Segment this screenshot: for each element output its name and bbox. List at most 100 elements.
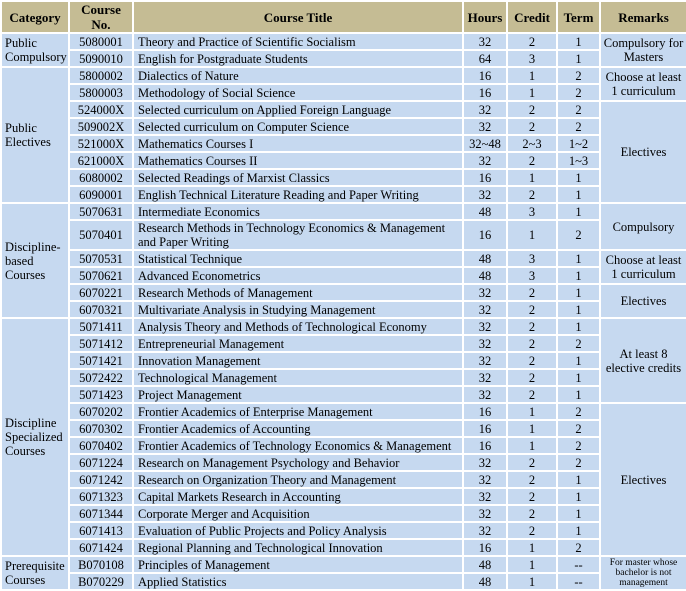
cell-hours: 16 (462, 436, 508, 455)
cell-credit: 3 (506, 249, 558, 268)
header-credit: Credit (506, 0, 558, 34)
cell-credit: 2 (506, 283, 558, 302)
header-remarks: Remarks (599, 0, 686, 34)
table-row: Discipline-based Courses 5070631 Intermedi… (0, 202, 686, 319)
cell-hours: 32 (462, 470, 508, 489)
table-row: 5800003 Methodology of Social Science 16 1 2 (1, 83, 686, 102)
cell-course-no: B070229 (68, 572, 134, 591)
cell-credit: 1 (506, 436, 558, 455)
cell-course-no: 6090001 (68, 185, 134, 204)
cell-remarks: Electives (599, 402, 686, 557)
cell-credit: 2~3 (506, 134, 558, 153)
cell-credit: 2 (506, 32, 558, 51)
cell-course-title: Innovation Management (132, 351, 464, 370)
cell-course-title: Evaluation of Public Projects and Policy… (132, 521, 464, 540)
cell-course-title: Project Management (132, 385, 464, 404)
cell-course-no: 5800003 (68, 83, 134, 102)
cell-hours: 32 (462, 283, 508, 302)
cell-category: Discipline Specialized Courses (0, 317, 70, 557)
cell-course-no: 6080002 (68, 168, 134, 187)
cell-course-title: Entrepreneurial Management (132, 334, 464, 353)
cell-course-title: Frontier Academics of Accounting (132, 419, 464, 438)
cell-course-no: 6070302 (68, 419, 134, 438)
cell-course-no: 6070321 (68, 300, 134, 319)
cell-course-no: 509002X (68, 117, 134, 136)
cell-course-no: 5070631 (68, 202, 134, 221)
cell-term: 1 (556, 168, 601, 187)
cell-hours: 32 (462, 487, 508, 506)
cell-credit: 1 (506, 219, 558, 251)
cell-credit: 2 (506, 368, 558, 387)
cell-course-title: Principles of Management (132, 555, 464, 574)
cell-course-title: Research on Management Psychology and Be… (132, 453, 464, 472)
cell-course-no: 5090010 (68, 49, 134, 68)
cell-hours: 16 (462, 83, 508, 102)
cell-hours: 32 (462, 317, 508, 336)
table-row: 621000X Mathematics Courses II 32 2 1~3 (1, 151, 686, 170)
cell-credit: 1 (506, 83, 558, 102)
cell-course-title: Applied Statistics (132, 572, 464, 591)
table-row: Discipline Specialized Courses 5071411 Ana… (0, 317, 686, 557)
cell-term: 1 (556, 504, 601, 523)
cell-credit: 2 (506, 117, 558, 136)
cell-credit: 3 (506, 202, 558, 221)
cell-term: 2 (556, 334, 601, 353)
table-row: 6070321 Multivariate Analysis in Studying… (1, 300, 686, 319)
cell-course-no: 5080001 (68, 32, 134, 51)
cell-course-no: 6071424 (68, 538, 134, 557)
cell-term: 1 (556, 266, 601, 285)
cell-credit: 1 (506, 419, 558, 438)
cell-course-no: 5071412 (68, 334, 134, 353)
table-row: 5090010 English for Postgraduate Students… (1, 49, 686, 68)
cell-course-no: 6070402 (68, 436, 134, 455)
table-row: 521000X Mathematics Courses I 32~48 2~3 1~2 (1, 134, 686, 153)
cell-hours: 16 (462, 402, 508, 421)
cell-course-title: English Technical Literature Reading and… (132, 185, 464, 204)
cell-course-title: Theory and Practice of Scientific Social… (132, 32, 464, 51)
cell-credit: 2 (506, 351, 558, 370)
cell-hours: 48 (462, 202, 508, 221)
table-row: 6071224 Research on Management Psychology… (1, 453, 686, 472)
cell-credit: 2 (506, 151, 558, 170)
cell-course-title: Research on Organization Theory and Mana… (132, 470, 464, 489)
header-row: Category Course No. Course Title Hours C… (0, 0, 686, 34)
cell-hours: 32 (462, 504, 508, 523)
cell-term: 1 (556, 385, 601, 404)
cell-category: Public Electives (0, 66, 70, 204)
cell-hours: 16 (462, 66, 508, 85)
cell-term: 1 (556, 202, 601, 221)
cell-course-title: Methodology of Social Science (132, 83, 464, 102)
cell-term: 2 (556, 419, 601, 438)
cell-credit: 1 (506, 66, 558, 85)
cell-remarks: Compulsory (599, 202, 686, 251)
cell-credit: 2 (506, 453, 558, 472)
cell-term: 1 (556, 351, 601, 370)
table-row: 6070202 Frontier Academics of Enterprise … (1, 402, 686, 557)
cell-term: 1 (556, 32, 601, 51)
cell-course-no: 5071421 (68, 351, 134, 370)
table-row: Prerequisite Courses B070108 Principles of… (0, 555, 686, 591)
cell-term: 2 (556, 538, 601, 557)
table-row: 509002X Selected curriculum on Computer S… (1, 117, 686, 136)
cell-term: 1 (556, 249, 601, 268)
table-row: 6071323 Capital Markets Research in Accou… (1, 487, 686, 506)
cell-credit: 1 (506, 572, 558, 591)
cell-course-no: 5072422 (68, 368, 134, 387)
cell-term: 1 (556, 487, 601, 506)
cell-hours: 32~48 (462, 134, 508, 153)
course-table-body: Public Compulsory 5080001 Theory and Pract… (0, 32, 686, 591)
cell-course-title: Research Methods in Technology Economics… (132, 219, 464, 251)
cell-credit: 2 (506, 487, 558, 506)
cell-remarks: At least 8 elective credits (599, 317, 686, 404)
cell-course-no: 5070401 (68, 219, 134, 251)
cell-course-no: 5070621 (68, 266, 134, 285)
cell-term: 1 (556, 521, 601, 540)
table-row: 6070302 Frontier Academics of Accounting 1… (1, 419, 686, 438)
cell-credit: 2 (506, 300, 558, 319)
table-row: 524000X Selected curriculum on Applied Fo… (1, 100, 686, 204)
cell-remarks: Compulsory for Masters (599, 32, 686, 68)
cell-credit: 2 (506, 334, 558, 353)
cell-hours: 32 (462, 117, 508, 136)
